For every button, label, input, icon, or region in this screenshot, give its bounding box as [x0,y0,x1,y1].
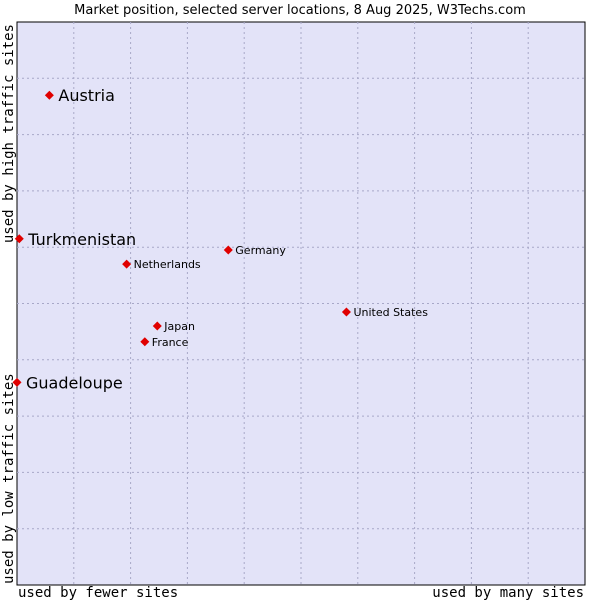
data-point-label: Netherlands [134,258,201,271]
x-axis-label-left: used by fewer sites [18,585,178,600]
data-point-label: France [152,336,189,349]
data-points: Austria Turkmenistan Guadeloupe Germany Neth… [12,86,428,392]
data-point-marker [223,245,233,255]
data-point-marker [152,321,162,331]
data-point-marker [14,234,24,244]
data-point-marker [341,307,351,317]
data-point-marker [12,377,22,387]
y-axis-label-bottom: used by low traffic sites [1,373,17,584]
data-point-label: Turkmenistan [27,230,136,249]
data-point-marker [44,90,54,100]
data-point-label: Japan [163,320,195,333]
data-point-label: Germany [235,244,286,257]
data-point-marker [140,337,150,347]
y-axis-label-top: used by high traffic sites [1,24,17,243]
grid-lines [17,22,585,585]
data-point-label: Austria [58,86,115,105]
chart-title: Market position, selected server locatio… [74,3,526,18]
data-point-marker [122,259,132,269]
data-point-label: United States [353,306,428,319]
x-axis-label-right: used by many sites [432,585,584,600]
data-point-label: Guadeloupe [26,373,123,392]
